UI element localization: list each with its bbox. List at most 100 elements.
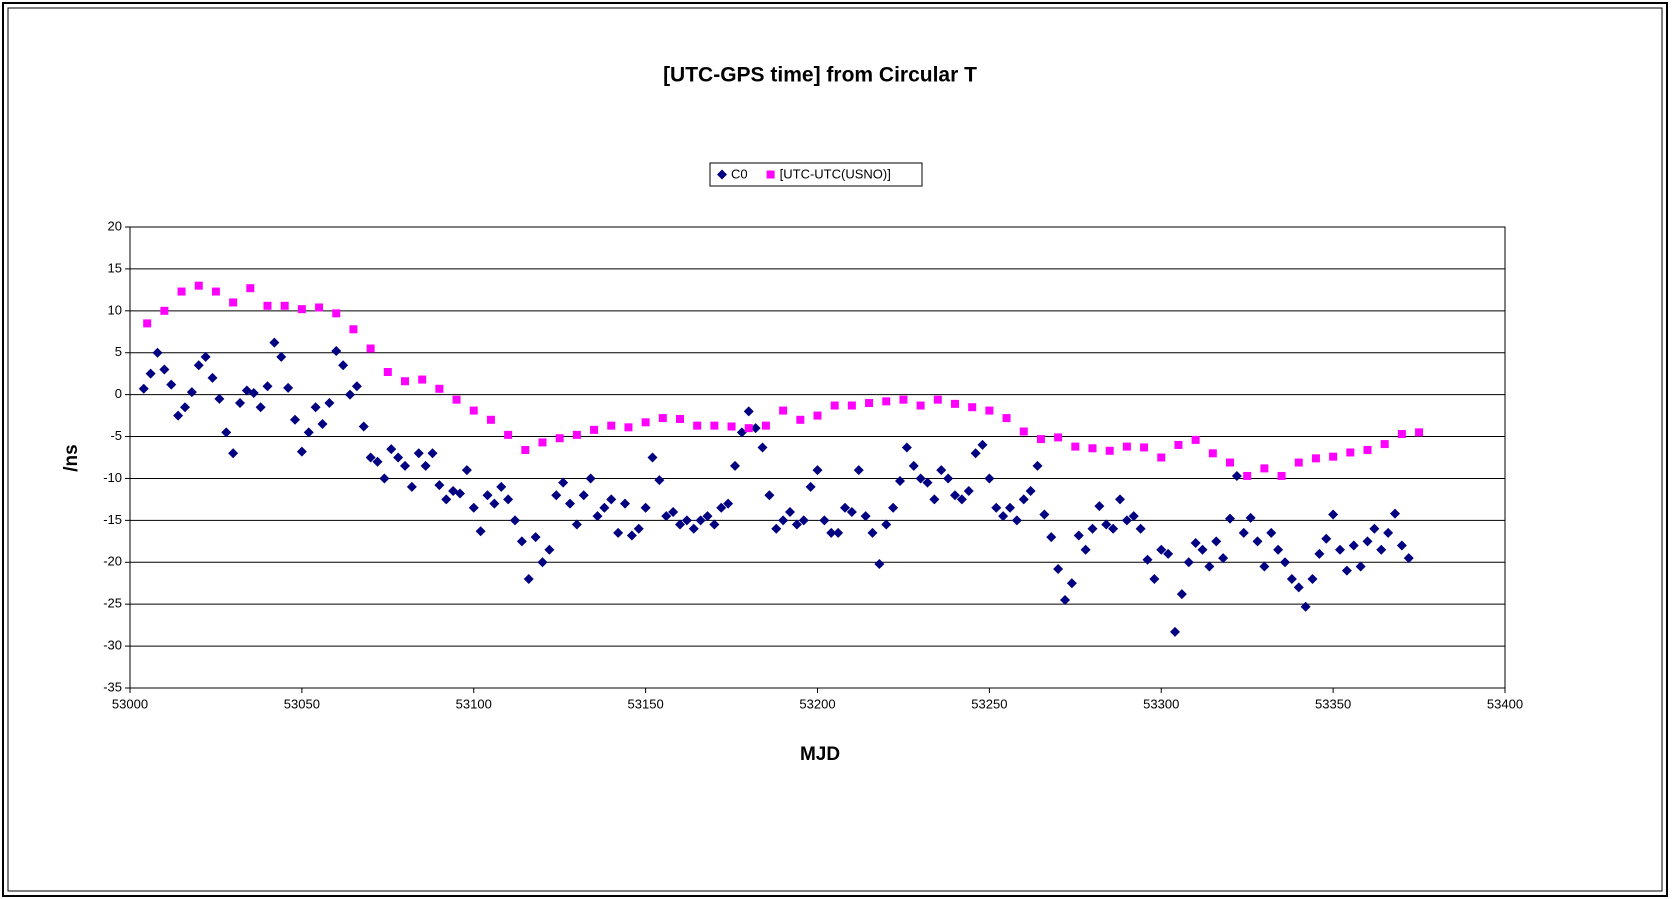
data-point: [963, 486, 974, 497]
data-point: [365, 452, 376, 463]
data-point: [1260, 464, 1269, 473]
y-tick-label: 0: [115, 386, 122, 401]
data-point: [1335, 544, 1345, 555]
data-point: [813, 411, 822, 420]
data-point: [269, 337, 280, 348]
data-point: [874, 558, 885, 569]
data-point: [1105, 446, 1114, 455]
data-point: [262, 381, 273, 392]
data-point: [590, 425, 599, 434]
data-point: [826, 527, 837, 538]
data-point: [1362, 536, 1373, 547]
data-point: [1252, 536, 1263, 547]
data-point: [723, 498, 734, 509]
data-point: [791, 519, 802, 530]
data-point: [819, 515, 830, 526]
data-point: [418, 375, 427, 384]
data-point: [263, 301, 272, 310]
data-point: [468, 502, 479, 513]
data-point: [297, 305, 306, 314]
data-point: [469, 406, 478, 415]
x-tick-label: 53250: [971, 696, 1007, 711]
data-point: [1293, 582, 1304, 593]
data-point: [544, 544, 555, 555]
data-point: [668, 506, 679, 517]
data-point: [1005, 502, 1015, 513]
data-point: [246, 284, 255, 293]
data-point: [1415, 428, 1424, 437]
inner-frame: [7, 7, 1663, 892]
data-point: [833, 527, 844, 538]
data-point: [383, 368, 392, 377]
data-point: [555, 434, 564, 443]
data-point: [276, 351, 287, 362]
data-point: [846, 506, 857, 517]
data-point: [1311, 454, 1320, 463]
x-tick-label: 53350: [1315, 696, 1351, 711]
data-point: [1163, 548, 1174, 559]
data-point: [970, 448, 981, 459]
data-point: [152, 347, 163, 358]
data-point: [537, 557, 548, 568]
data-point: [757, 442, 768, 453]
data-point: [349, 325, 358, 334]
data-point: [1307, 574, 1318, 585]
data-point: [551, 490, 562, 501]
data-point: [159, 364, 170, 375]
data-point: [626, 530, 637, 541]
data-point: [1088, 444, 1097, 453]
data-point: [853, 465, 864, 476]
data-point: [1101, 519, 1112, 530]
data-point: [1280, 557, 1290, 568]
legend-box: [709, 162, 923, 187]
data-point: [654, 475, 665, 486]
data-point: [675, 519, 685, 530]
data-point: [145, 368, 156, 379]
data-point: [867, 527, 878, 538]
data-point: [915, 473, 926, 484]
data-point: [1300, 601, 1311, 612]
data-point: [1053, 563, 1064, 574]
data-point: [255, 402, 266, 413]
data-point: [709, 519, 720, 530]
data-point: [386, 444, 397, 455]
data-point: [228, 448, 239, 459]
data-point: [324, 398, 335, 409]
data-point: [338, 360, 349, 371]
data-point: [771, 523, 782, 534]
data-point: [406, 481, 417, 492]
data-point: [1286, 574, 1297, 585]
data-point: [303, 427, 314, 438]
data-point: [379, 473, 390, 484]
data-point: [882, 397, 891, 406]
data-point: [351, 381, 362, 392]
data-point: [922, 477, 933, 488]
data-point: [1204, 561, 1215, 572]
data-point: [366, 344, 375, 353]
data-point: [434, 480, 445, 491]
data-point: [400, 460, 410, 471]
data-point: [1238, 527, 1249, 538]
data-point: [1397, 430, 1406, 439]
data-point: [1157, 453, 1166, 462]
data-point: [1073, 530, 1084, 541]
data-point: [899, 395, 908, 404]
data-point: [510, 515, 520, 526]
data-point: [658, 414, 667, 423]
data-point: [764, 490, 775, 501]
x-axis-label: MJD: [800, 744, 840, 765]
data-point: [1060, 594, 1070, 605]
data-point: [977, 439, 988, 450]
legend-marker: [717, 169, 727, 180]
data-point: [620, 498, 630, 509]
data-point: [229, 298, 238, 307]
data-point: [1039, 509, 1050, 520]
data-point: [860, 511, 871, 522]
data-point: [1170, 626, 1180, 637]
data-point: [592, 511, 603, 522]
data-point: [1226, 458, 1234, 467]
data-point: [1383, 527, 1394, 538]
data-point: [1314, 548, 1325, 559]
